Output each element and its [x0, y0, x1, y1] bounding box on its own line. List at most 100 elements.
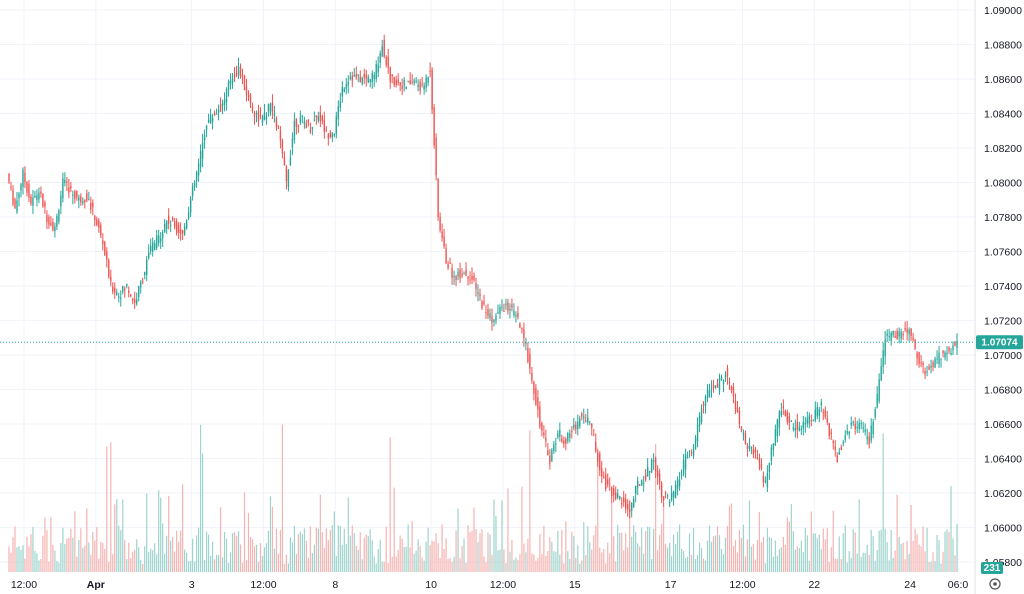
- volume-bar: [661, 524, 663, 572]
- volume-bar: [559, 554, 561, 572]
- candle-body: [68, 187, 70, 194]
- volume-bar: [138, 547, 140, 572]
- volume-bar: [485, 562, 487, 572]
- candle-body: [577, 421, 579, 430]
- candle-body: [730, 386, 733, 391]
- candle-body: [153, 243, 156, 250]
- candle-body: [54, 226, 56, 232]
- volume-bar: [796, 546, 798, 572]
- volume-bar: [557, 530, 559, 572]
- candle-body: [545, 437, 547, 442]
- gear-center: [993, 582, 997, 586]
- volume-bar: [806, 535, 808, 572]
- volume-bar: [479, 533, 481, 572]
- candle-body: [10, 186, 12, 188]
- candle-body: [581, 413, 583, 417]
- candle-body: [910, 328, 912, 336]
- candle-body: [411, 81, 413, 83]
- volume-bar: [247, 512, 250, 572]
- volume-bar: [20, 549, 22, 572]
- candle-body: [561, 438, 563, 442]
- volume-bar: [848, 551, 850, 572]
- volume-bar: [752, 544, 755, 572]
- volume-bar: [898, 536, 900, 572]
- volume-bar: [918, 544, 920, 572]
- axis-settings-button[interactable]: [989, 578, 1001, 590]
- volume-bar: [617, 524, 619, 572]
- candle-body: [531, 373, 533, 381]
- candle-body: [175, 220, 178, 233]
- volume-bar: [585, 554, 587, 572]
- candle-body: [132, 298, 134, 301]
- volume-bar: [523, 543, 525, 572]
- candle-body: [615, 492, 617, 499]
- candle-body: [32, 197, 34, 206]
- candle-body: [167, 215, 170, 224]
- candle-body: [938, 352, 940, 365]
- volume-bar: [90, 554, 92, 572]
- volume-bar: [838, 536, 840, 572]
- volume-bar: [223, 532, 226, 572]
- gear-icon[interactable]: [989, 578, 1001, 590]
- candle-body: [549, 455, 551, 464]
- candle-body: [171, 218, 174, 221]
- volume-bar: [237, 531, 240, 572]
- x-tick-label: 12:00: [490, 579, 516, 591]
- candle-body: [361, 77, 363, 84]
- candle-body: [455, 275, 457, 281]
- volume-bar: [802, 552, 804, 572]
- volume-bar: [938, 540, 940, 572]
- candle-body: [529, 353, 531, 369]
- volume-bar: [952, 538, 954, 572]
- candle-body: [640, 479, 643, 486]
- volume-bar: [263, 547, 266, 572]
- volume-bar: [639, 546, 641, 572]
- candle-body: [151, 242, 154, 252]
- candle-body: [58, 210, 60, 222]
- candle-body: [443, 236, 445, 247]
- candle-body: [177, 225, 180, 233]
- volume-bar: [876, 549, 878, 572]
- candle-body: [636, 480, 639, 488]
- time-axis[interactable]: 12:00 Apr 3 12:00 8 10 12:00 15 17 12:00 22 24 06:0: [11, 579, 969, 591]
- candle-body: [499, 307, 501, 314]
- volume-bar: [469, 532, 471, 572]
- volume-bar: [860, 556, 862, 572]
- volume-bar: [168, 495, 170, 572]
- volume-bar: [291, 542, 293, 572]
- candle-body: [213, 112, 216, 116]
- candle-body: [872, 421, 874, 435]
- candle-body: [349, 76, 351, 79]
- candle-body: [301, 115, 304, 117]
- candle-body: [373, 74, 375, 79]
- volume-bar: [904, 559, 906, 572]
- volume-bar: [180, 530, 182, 572]
- candle-body: [401, 85, 403, 90]
- candle-body: [255, 112, 258, 114]
- candle-body: [802, 421, 805, 429]
- volume-bar: [425, 541, 427, 572]
- volume-bar: [347, 497, 349, 572]
- volume-bar: [688, 533, 691, 572]
- volume-bar: [724, 537, 727, 572]
- volume-bar: [96, 527, 98, 572]
- volume-bar: [439, 558, 441, 572]
- volume-bar: [547, 550, 549, 572]
- volume-bar: [301, 534, 303, 572]
- price-axis[interactable]: 1.09000 1.08800 1.08600 1.08400 1.08200 1.080…: [974, 0, 1023, 594]
- candle-body: [593, 434, 595, 436]
- volume-bar: [587, 526, 589, 572]
- candle-body: [307, 119, 310, 123]
- volume-bar: [162, 523, 164, 572]
- candle-body: [900, 331, 902, 339]
- volume-bar: [443, 548, 445, 572]
- candle-body: [587, 417, 589, 423]
- volume-bar: [319, 494, 321, 572]
- candle-body: [912, 337, 914, 340]
- candle-body: [451, 267, 453, 278]
- volume-bars: [8, 424, 958, 572]
- candle-body: [750, 447, 753, 449]
- volume-bar: [698, 542, 701, 572]
- candle-body: [630, 502, 633, 511]
